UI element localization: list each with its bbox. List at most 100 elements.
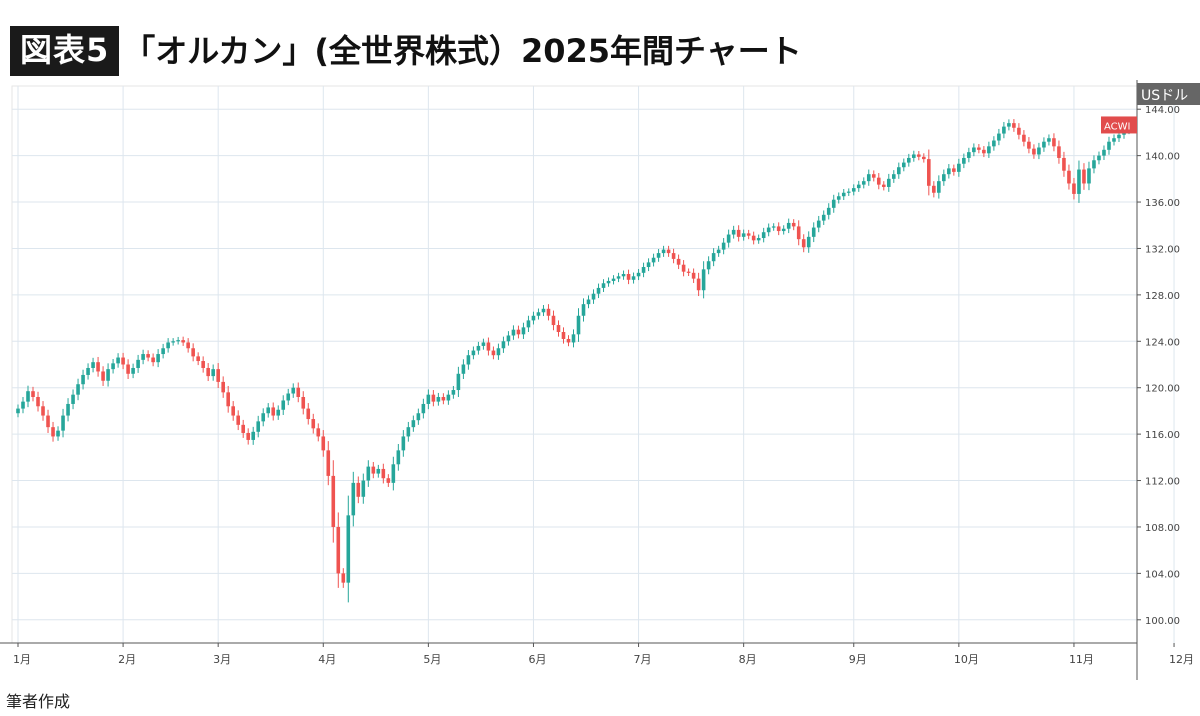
candle-body (1027, 141, 1031, 149)
candle-body (691, 272, 696, 279)
candle-body (937, 181, 941, 193)
candle-body (651, 257, 656, 263)
candle-body (281, 400, 286, 410)
candle-body (1077, 169, 1081, 194)
candle-body (376, 468, 381, 474)
candle-body (1052, 138, 1056, 147)
candle-body (246, 432, 251, 440)
candle-body (901, 162, 906, 168)
candle-body (431, 394, 436, 402)
candle-body (326, 450, 331, 476)
candle-body (816, 220, 821, 228)
candle-body (576, 315, 581, 335)
candle-body (41, 406, 45, 416)
candle-body (786, 222, 791, 229)
candle-body (726, 234, 731, 243)
candle-body (676, 258, 681, 265)
candle-body (506, 335, 511, 342)
source-caption: 筆者作成 (6, 692, 71, 711)
candle-body (51, 427, 55, 437)
candle-body (896, 167, 901, 175)
candle-body (501, 341, 506, 349)
candle-body (1017, 127, 1021, 135)
candle-body (801, 239, 806, 248)
unit-label: USドル (1141, 88, 1188, 104)
candle-body (146, 354, 150, 358)
candle-body (436, 396, 441, 402)
candle-body (982, 149, 986, 154)
candle-body (1032, 148, 1036, 155)
candle-body (591, 293, 596, 300)
candle-body (841, 192, 846, 197)
candle-body (196, 356, 200, 362)
candle-body (611, 278, 616, 281)
candle-body (561, 332, 566, 339)
grid-lines (11, 85, 1175, 644)
candle-body (546, 308, 551, 316)
candle-body (631, 276, 636, 280)
candle-body (91, 362, 95, 368)
candle-body (977, 147, 981, 150)
candle-body (161, 348, 165, 355)
chart-title: 「オルカン」(全世界株式）2025年間チャート (123, 32, 802, 70)
candle-body (566, 338, 571, 343)
candle-body (46, 415, 50, 428)
plot-frame (11, 85, 1138, 644)
ticker-badge-label: ACWI (1104, 121, 1130, 132)
candle-body (341, 573, 346, 583)
candle-body (471, 350, 476, 356)
candle-body (251, 431, 256, 440)
candle-body (1057, 146, 1061, 158)
candle-body (952, 168, 956, 172)
candle-body (151, 357, 155, 363)
candle-body (1067, 170, 1071, 184)
candle-body (922, 156, 926, 160)
y-tick-label: 112.00 (1145, 477, 1180, 488)
y-tick-label: 116.00 (1145, 430, 1180, 441)
y-tick-label: 140.00 (1145, 152, 1180, 163)
candle-body (606, 280, 611, 284)
candle-body (76, 384, 80, 395)
candle-body (421, 403, 426, 414)
candle-body (171, 341, 175, 343)
candle-body (831, 199, 836, 208)
x-tick-label: 12月 (1169, 653, 1194, 666)
unit-label-bg (1137, 83, 1200, 105)
candle-body (16, 408, 20, 414)
candle-body (846, 191, 851, 193)
candle-body (521, 327, 526, 335)
candle-body (957, 163, 961, 172)
candle-body (636, 272, 641, 277)
candle-body (741, 233, 746, 237)
candle-body (491, 350, 496, 356)
figure-label: 図表5 (10, 26, 120, 76)
candle-body (751, 235, 756, 241)
candle-body (396, 450, 401, 465)
candle-body (176, 340, 180, 342)
candle-body (126, 364, 130, 374)
candle-body (451, 390, 456, 395)
candle-body (1072, 183, 1076, 194)
candlestick-chart: USドル 100.00 104.00 108.00 112.00 116.00 120.00… (0, 80, 1200, 680)
candle-body (36, 396, 40, 407)
y-tick-label: 104.00 (1145, 569, 1180, 580)
candle-body (186, 342, 190, 349)
candle-body (927, 159, 931, 186)
badges: ACWI (1101, 116, 1137, 134)
candle-body (947, 168, 951, 175)
candle-body (386, 478, 391, 483)
x-tick-label: 1月 (13, 653, 31, 666)
candle-body (66, 403, 70, 416)
candle-body (621, 273, 626, 277)
candle-body (426, 394, 431, 404)
candle-body (236, 415, 240, 425)
candle-body (81, 374, 85, 385)
candle-body (731, 229, 736, 235)
candle-body (411, 420, 416, 428)
candle-body (466, 355, 471, 365)
candle-body (1102, 149, 1106, 156)
candle-body (96, 362, 100, 372)
candle-body (556, 325, 561, 333)
candle-body (476, 345, 481, 351)
candle-body (701, 269, 706, 291)
